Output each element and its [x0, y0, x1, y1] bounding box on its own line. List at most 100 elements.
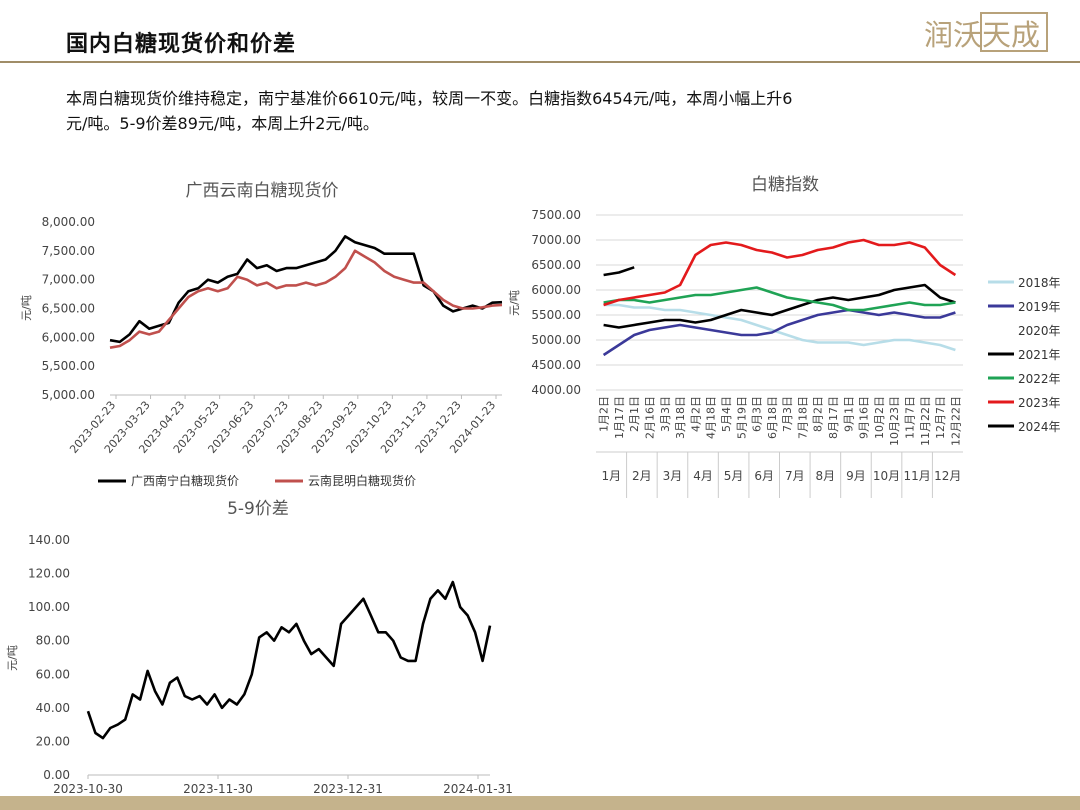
chart-title: 广西云南白糖现货价: [186, 181, 339, 201]
y-tick-label: 7,500.00: [42, 244, 95, 258]
month-label: 6月: [754, 469, 774, 483]
series-line-2018年: [603, 303, 956, 352]
y-tick-label: 0.00: [43, 768, 70, 782]
summary-line-2: 元/吨。5-9价差89元/吨，本周上升2元/吨。: [66, 114, 379, 133]
y-tick-label: 120.00: [28, 567, 70, 581]
y-axis-label: 元/吨: [6, 645, 19, 671]
month-label: 5月: [724, 469, 744, 483]
month-label: 9月: [846, 469, 866, 483]
x-tick-label: 2024-01-23: [447, 399, 498, 456]
y-tick-label: 6500.00: [531, 258, 581, 272]
month-label: 2月: [632, 469, 652, 483]
x-tick-label: 2023-03-23: [102, 399, 153, 456]
footer-bar: [0, 796, 1080, 810]
x-tick-label: 12月7日: [934, 396, 947, 439]
y-tick-label: 5000.00: [531, 333, 581, 347]
x-tick-label: 11月22日: [919, 396, 932, 446]
y-tick-label: 6,000.00: [42, 330, 95, 344]
month-label: 12月: [934, 469, 961, 483]
logo-seal-frame: [980, 12, 1048, 52]
y-axis-label: 元/吨: [20, 295, 33, 321]
y-tick-label: 8,000.00: [42, 215, 95, 229]
series-line-2022年: [603, 286, 956, 312]
y-tick-label: 7000.00: [531, 233, 581, 247]
series-line-2021年: [603, 283, 956, 329]
x-tick-label: 2023-05-23: [171, 399, 222, 456]
month-label: 1月: [601, 469, 621, 483]
x-tick-label: 2月1日: [628, 396, 641, 432]
month-label: 10月: [873, 469, 900, 483]
month-label: 4月: [693, 469, 713, 483]
x-tick-label: 2023-09-23: [309, 399, 360, 456]
y-tick-label: 6,500.00: [42, 302, 95, 316]
x-tick-label: 2024-01-31: [443, 782, 513, 796]
x-tick-label: 2023-04-23: [136, 399, 187, 456]
legend-label: 2020年: [1018, 324, 1061, 338]
x-tick-label: 10月2日: [873, 396, 886, 439]
x-tick-label: 2023-12-31: [313, 782, 383, 796]
y-tick-label: 5,000.00: [42, 388, 95, 402]
x-tick-label: 7月3日: [781, 396, 794, 432]
month-label: 3月: [663, 469, 683, 483]
y-tick-label: 5500.00: [531, 308, 581, 322]
x-tick-label: 7月18日: [796, 396, 809, 439]
x-tick-label: 8月2日: [812, 396, 825, 432]
y-tick-label: 100.00: [28, 600, 70, 614]
legend-label: 广西南宁白糖现货价: [131, 473, 239, 488]
legend-label: 2024年: [1018, 420, 1061, 434]
y-tick-label: 4500.00: [531, 358, 581, 372]
x-tick-label: 4月2日: [689, 396, 702, 432]
legend-label: 2022年: [1018, 372, 1061, 386]
x-tick-label: 3月18日: [674, 396, 687, 439]
x-tick-label: 6月3日: [751, 396, 764, 432]
title-divider: [0, 61, 1080, 63]
chart-title: 白糖指数: [751, 175, 819, 195]
series-line-2: [109, 249, 503, 349]
series-line-1: [109, 235, 503, 344]
legend-label: 2019年: [1018, 300, 1061, 314]
legend-label: 云南昆明白糖现货价: [308, 473, 416, 488]
x-tick-label: 3月3日: [659, 396, 672, 432]
x-tick-label: 2023-02-23: [67, 399, 118, 456]
y-tick-label: 7500.00: [531, 208, 581, 222]
series-line-2019年: [602, 308, 956, 357]
x-tick-label: 9月1日: [842, 396, 855, 432]
month-label: 8月: [816, 469, 836, 483]
x-tick-label: 2023-10-23: [344, 399, 395, 456]
series-line-2023年: [603, 238, 957, 307]
y-tick-label: 6000.00: [531, 283, 581, 297]
x-tick-label: 10月23日: [888, 396, 901, 446]
x-tick-label: 2023-11-23: [378, 399, 429, 456]
x-tick-label: 6月18日: [766, 396, 779, 439]
x-tick-label: 1月17日: [613, 396, 626, 439]
x-tick-label: 9月16日: [858, 396, 871, 439]
company-logo: 润沃天成: [914, 10, 1050, 54]
x-tick-label: 2023-11-30: [183, 782, 253, 796]
page-title: 国内白糖现货价和价差: [66, 32, 297, 57]
legend-label: 2021年: [1018, 348, 1061, 362]
x-tick-label: 2023-06-23: [205, 399, 256, 456]
chart-title: 5-9价差: [227, 499, 289, 519]
x-tick-label: 4月18日: [705, 396, 718, 439]
y-tick-label: 140.00: [28, 533, 70, 547]
y-tick-label: 5,500.00: [42, 359, 95, 373]
x-tick-label: 12月22日: [949, 396, 962, 446]
x-tick-label: 2023-07-23: [240, 399, 291, 456]
y-axis-label: 元/吨: [508, 290, 521, 316]
summary-line-1: 本周白糖现货价维持稳定，南宁基准价6610元/吨，较周一不变。白糖指数6454元…: [66, 89, 793, 108]
series-line-2024年: [603, 266, 635, 277]
y-tick-label: 60.00: [36, 667, 70, 681]
logo-text: 润沃天成: [923, 18, 1040, 52]
y-tick-label: 7,000.00: [42, 273, 95, 287]
x-tick-label: 2023-10-30: [53, 782, 123, 796]
x-tick-label: 5月19日: [735, 396, 748, 439]
x-tick-label: 2023-08-23: [275, 399, 326, 456]
x-tick-label: 1月2日: [598, 396, 611, 432]
x-tick-label: 2月16日: [644, 396, 657, 439]
legend-label: 2018年: [1018, 276, 1061, 290]
y-tick-label: 80.00: [36, 634, 70, 648]
y-tick-label: 20.00: [36, 734, 70, 748]
month-label: 11月: [903, 469, 930, 483]
x-tick-label: 8月17日: [827, 396, 840, 439]
month-label: 7月: [785, 469, 805, 483]
